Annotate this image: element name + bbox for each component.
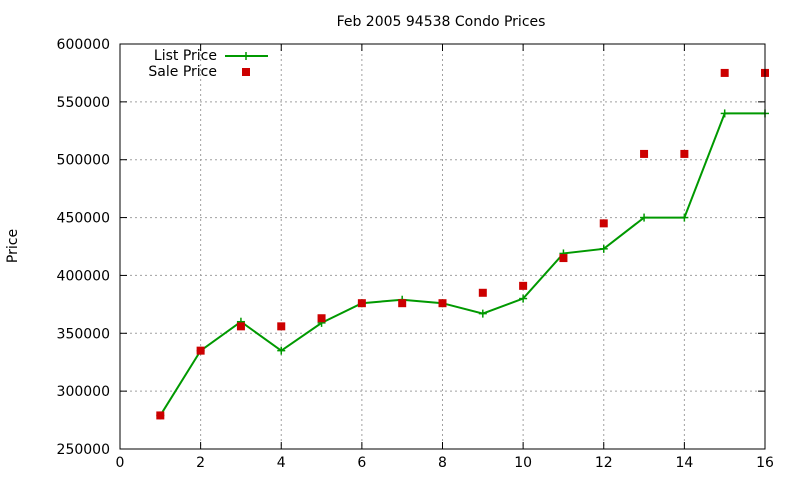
- sale-price-point: [559, 254, 568, 263]
- chart-title: Feb 2005 94538 Condo Prices: [337, 14, 546, 30]
- x-tick-label: 2: [196, 455, 205, 471]
- sale-price-point: [599, 219, 608, 228]
- list-price-point: [277, 346, 286, 355]
- sale-price-point: [236, 322, 245, 331]
- sale-price-point: [398, 299, 407, 308]
- y-tick-label: 600000: [57, 37, 110, 53]
- x-tick-label: 14: [675, 455, 693, 471]
- y-tick-label: 350000: [57, 326, 110, 342]
- list-price-point: [680, 213, 689, 222]
- y-tick-label: 300000: [57, 384, 110, 400]
- sale-price-point: [317, 314, 326, 323]
- grid: [120, 44, 765, 449]
- list-price-point: [640, 213, 649, 222]
- list-price-point: [478, 309, 487, 318]
- y-tick-label: 400000: [57, 268, 110, 284]
- y-tick-label: 250000: [57, 442, 110, 458]
- y-tick-label: 550000: [57, 95, 110, 111]
- sale-price-point: [519, 281, 528, 290]
- sale-price-point: [357, 299, 366, 308]
- legend-sale-price-label: Sale Price: [148, 64, 217, 80]
- list-price-line: [159, 112, 765, 416]
- y-tick-label: 450000: [57, 211, 110, 227]
- y-tick-label: 500000: [57, 153, 110, 169]
- list-price-point: [519, 294, 528, 303]
- ticks: 0 2 4 6 8 10 12 14 16 250000 300000 350000 400000 450…: [57, 37, 774, 471]
- sale-price-point: [196, 346, 205, 355]
- legend: List Price Sale Price: [148, 48, 268, 80]
- sale-price-point: [478, 288, 487, 297]
- legend-sale-price-swatch: [242, 68, 250, 76]
- legend-sale-price-marker: [242, 68, 250, 76]
- sale-price-point: [640, 149, 649, 158]
- x-tick-label: 8: [438, 455, 447, 471]
- sale-price-point: [720, 68, 729, 77]
- sale-price-point: [156, 411, 165, 420]
- x-tick-label: 4: [277, 455, 286, 471]
- x-tick-label: 10: [514, 455, 532, 471]
- list-price-point: [599, 244, 608, 253]
- legend-list-price-label: List Price: [154, 48, 217, 64]
- sale-price-point: [438, 299, 447, 308]
- y-axis-label: Price: [5, 229, 21, 263]
- x-tick-label: 0: [116, 455, 125, 471]
- x-tick-label: 12: [595, 455, 613, 471]
- x-tick-label: 6: [357, 455, 366, 471]
- list-price-point: [720, 109, 729, 118]
- x-tick-label: 16: [756, 455, 774, 471]
- sale-price-point: [277, 322, 286, 331]
- legend-list-price-swatch: [225, 52, 268, 60]
- sale-price-point: [680, 149, 689, 158]
- series-layer: [156, 68, 769, 420]
- legend-list-price-marker: [242, 52, 250, 60]
